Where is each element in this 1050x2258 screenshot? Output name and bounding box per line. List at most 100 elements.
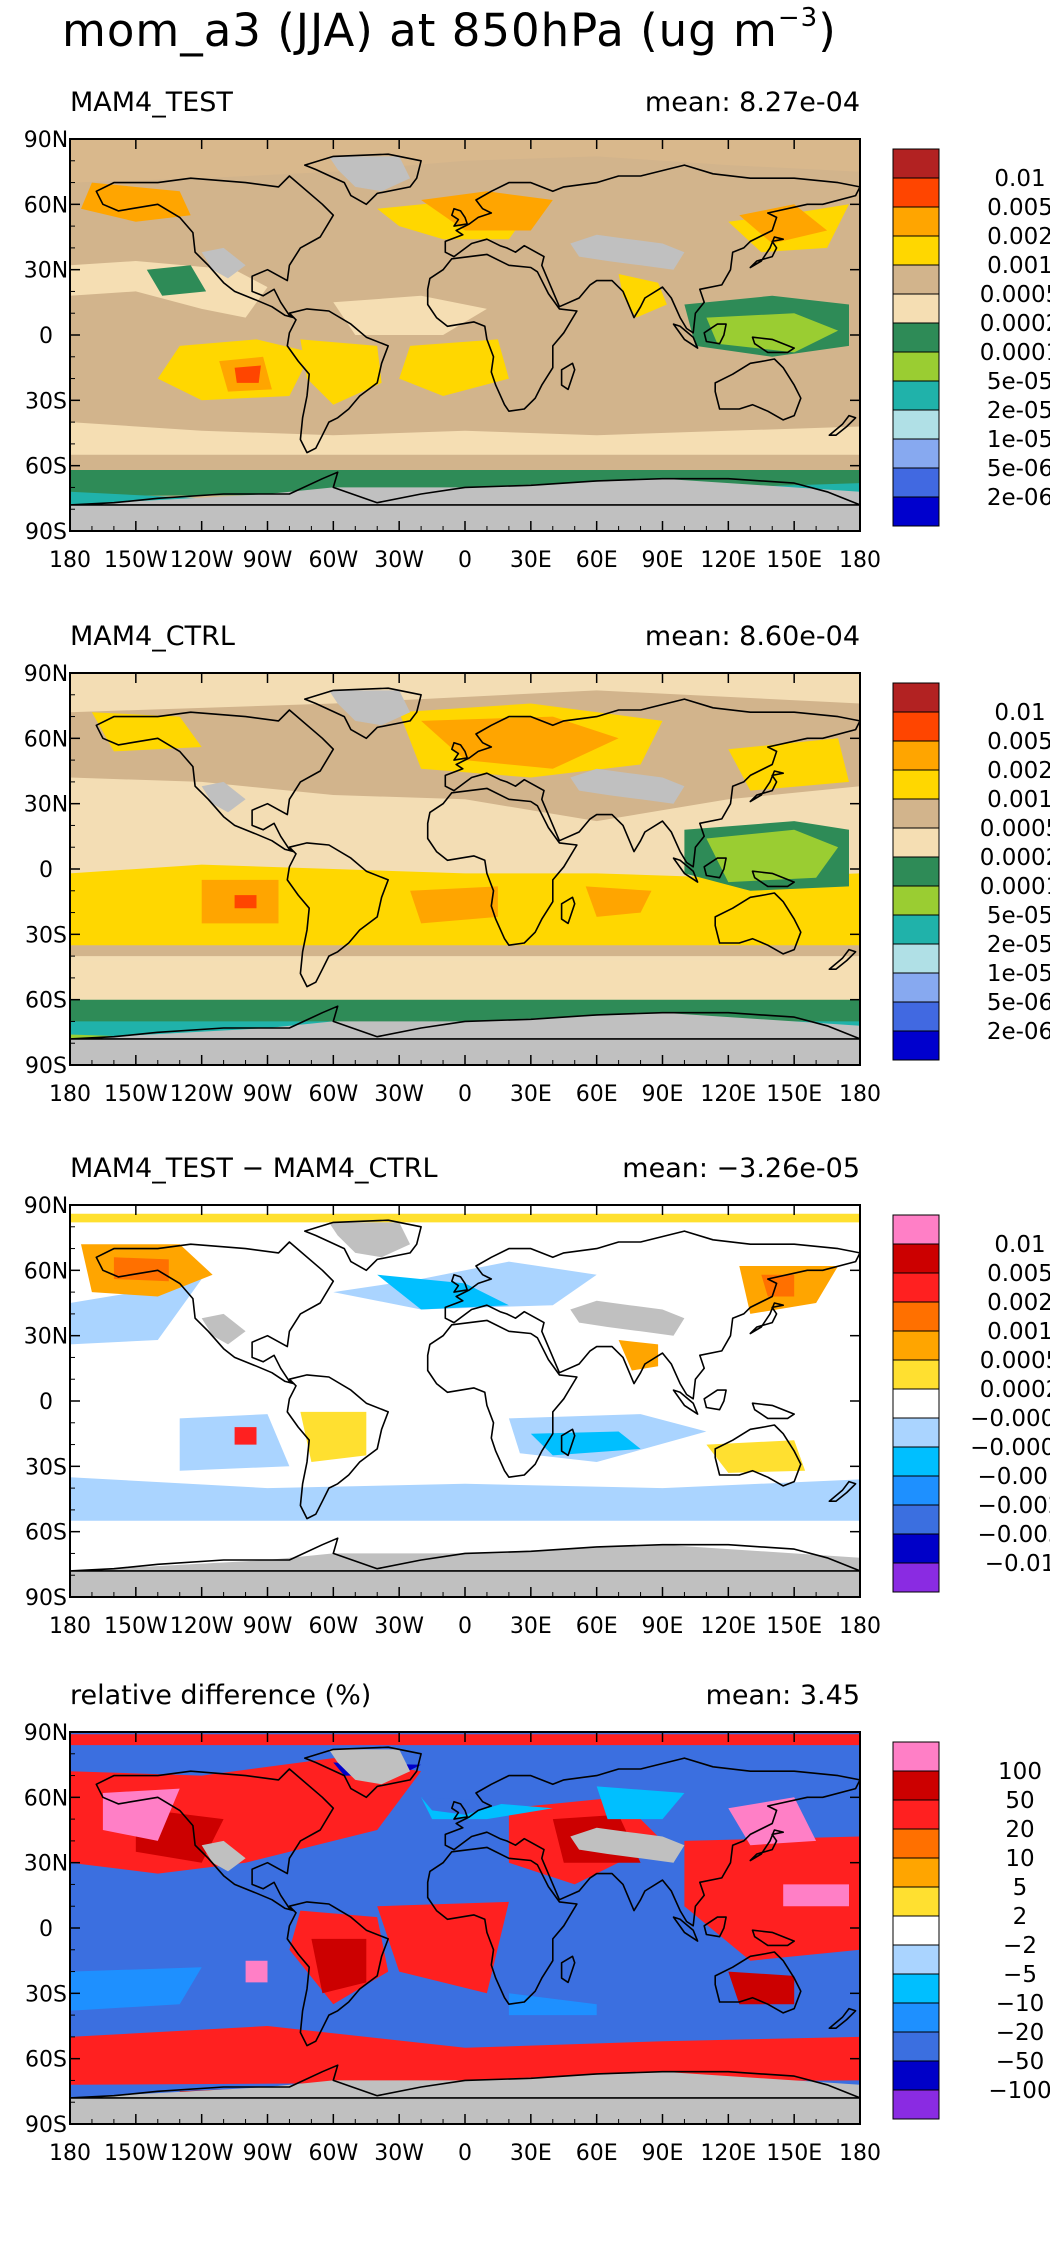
legend-swatch xyxy=(892,682,940,713)
lat-tick-label: 90N xyxy=(24,1194,68,1219)
lon-tick-label: 30W xyxy=(374,1614,424,1639)
coastline-japan xyxy=(749,770,785,803)
lon-tick-label: 0 xyxy=(458,1082,472,1107)
lon-tick-label: 180 xyxy=(49,2141,91,2166)
lon-tick-label: 30E xyxy=(510,1614,552,1639)
missing-data-region xyxy=(201,247,246,279)
lon-tick-label: 120E xyxy=(700,1614,756,1639)
legend-label: −0.005 xyxy=(977,1522,1050,1548)
legend-swatch xyxy=(892,856,940,887)
lon-tick-label: 60W xyxy=(308,1614,358,1639)
field-contour-region xyxy=(706,1440,806,1473)
coastline-madagascar xyxy=(560,1428,576,1457)
lat-tick-label: 90N xyxy=(24,662,68,687)
missing-data-region xyxy=(570,1827,685,1863)
coastline-sumatra xyxy=(672,323,699,349)
lat-tick-label: 60S xyxy=(25,2048,67,2073)
lat-tick-label: 60S xyxy=(25,1521,67,1546)
coastline-samerica xyxy=(286,1901,390,2047)
coastline-newzealand xyxy=(828,1480,857,1503)
missing-data-region xyxy=(570,1300,685,1336)
coastline-africa xyxy=(426,1319,578,1479)
legend-swatch xyxy=(892,943,940,974)
map-field xyxy=(70,673,860,1065)
lon-tick-label: 150W xyxy=(104,1082,168,1107)
lon-tick-label: 30E xyxy=(510,2141,552,2166)
panel-1-title: MAM4_TEST xyxy=(70,87,233,118)
lat-tick-label: 30N xyxy=(24,1325,68,1350)
field-contour-region xyxy=(596,1786,685,1820)
legend-swatch xyxy=(892,885,940,916)
legend-label: 0.001 xyxy=(987,253,1050,279)
legend-swatch xyxy=(892,1030,940,1061)
field-contour-region xyxy=(234,365,261,383)
lon-tick-label: 120W xyxy=(170,1614,234,1639)
legend-label: 5e-05 xyxy=(987,903,1050,929)
legend-label: −50 xyxy=(996,2049,1045,2075)
field-contour-region xyxy=(234,895,257,909)
legend-label: 2e-05 xyxy=(987,398,1050,424)
lat-tick-label: 0 xyxy=(39,324,53,349)
legend-swatch xyxy=(892,409,940,440)
field-contour-region xyxy=(179,1414,290,1471)
field-contour-region xyxy=(300,339,382,405)
legend-swatch xyxy=(892,1770,940,1801)
lon-tick-label: 30W xyxy=(374,548,424,573)
legend-swatch xyxy=(892,1001,940,1032)
lat-tick-label: 30N xyxy=(24,1852,68,1877)
legend-label: 2e-06 xyxy=(987,1019,1050,1045)
lat-tick-label: 30S xyxy=(25,1455,67,1480)
legend-label: 5e-06 xyxy=(987,456,1050,482)
coastline-newguinea xyxy=(751,336,796,354)
lat-tick-label: 60N xyxy=(24,1259,68,1284)
field-contour-region xyxy=(399,339,509,396)
coastline-africa xyxy=(426,1846,578,2006)
lon-tick-label: 90W xyxy=(243,1614,293,1639)
legend-label: 0.0001 xyxy=(980,874,1050,900)
legend-swatch xyxy=(892,148,940,179)
legend-label: −0.002 xyxy=(977,1493,1050,1519)
coastline-uk xyxy=(450,1273,469,1293)
field-contour-region xyxy=(421,1797,509,1815)
field-contour-region xyxy=(146,265,207,296)
legend-label: 5e-05 xyxy=(987,369,1050,395)
coastline-sumatra xyxy=(672,1916,699,1942)
lon-tick-label: 0 xyxy=(458,1614,472,1639)
field-contour-region xyxy=(508,1993,597,2016)
lon-tick-label: 90E xyxy=(642,548,684,573)
lon-tick-label: 150E xyxy=(766,548,822,573)
legend-label: 0.002 xyxy=(987,1290,1050,1316)
coastline-newzealand xyxy=(828,948,857,971)
coastline-namerica xyxy=(95,709,335,853)
lon-tick-label: 150E xyxy=(766,2141,822,2166)
map-field xyxy=(70,1732,860,2124)
lon-tick-label: 180 xyxy=(839,1614,881,1639)
legend-label: 0.005 xyxy=(987,1261,1050,1287)
legend-swatch xyxy=(892,351,940,382)
coastline-samerica xyxy=(286,308,390,454)
legend-swatch xyxy=(892,769,940,800)
legend-swatch xyxy=(892,1243,940,1274)
legend-swatch xyxy=(892,2060,940,2091)
lat-tick-label: 30N xyxy=(24,259,68,284)
lon-tick-label: 30W xyxy=(374,2141,424,2166)
legend-swatch xyxy=(892,1214,940,1245)
coastline-antarctica xyxy=(70,2064,860,2099)
lon-tick-label: 60E xyxy=(576,1614,618,1639)
legend-label: 0.002 xyxy=(987,224,1050,250)
lat-tick-label: 0 xyxy=(39,1390,53,1415)
coastline-borneo xyxy=(703,1916,727,1938)
coastline-namerica xyxy=(95,175,335,319)
missing-data-region xyxy=(201,1840,246,1872)
legend-swatch xyxy=(892,1359,940,1390)
coastline-africa xyxy=(426,787,578,947)
lat-tick-label: 90S xyxy=(25,1586,67,1611)
coastline-antarctica xyxy=(70,1537,860,1572)
legend-label: 1e-05 xyxy=(987,427,1050,453)
field-contour-region xyxy=(70,422,860,455)
field-contour-region xyxy=(81,182,191,222)
legend-swatch xyxy=(892,206,940,237)
field-contour-region xyxy=(706,313,839,353)
